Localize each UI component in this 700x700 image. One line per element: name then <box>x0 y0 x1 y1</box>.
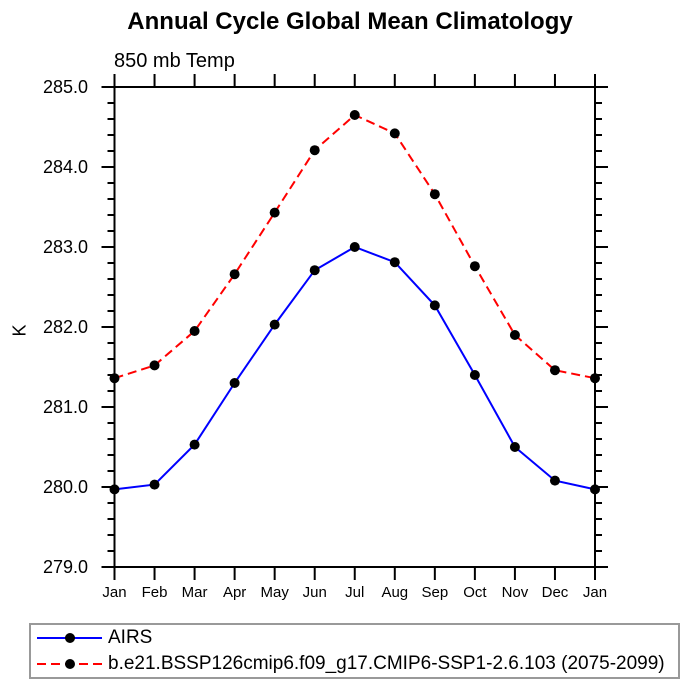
x-tick-label: Dec <box>542 584 569 601</box>
legend-line-sample <box>37 659 102 669</box>
data-point-marker <box>189 439 200 450</box>
legend-line-sample <box>37 633 102 643</box>
x-tick-label: Sep <box>421 584 448 601</box>
x-tick-label: Jan <box>102 584 126 601</box>
data-point-marker <box>309 265 320 276</box>
legend-item-model: b.e21.BSSP126cmip6.f09_g17.CMIP6-SSP1-2.… <box>31 651 678 677</box>
y-tick-label: 281.0 <box>43 397 88 417</box>
data-point-marker <box>309 145 320 156</box>
data-point-marker <box>429 189 440 200</box>
series-line-0 <box>114 245 596 491</box>
plot-area: 279.0 280.0 281.0 282.0 283.0 284.0 285.0 Jan Fe… <box>43 74 608 601</box>
y-tick-label: 284.0 <box>43 157 88 177</box>
legend-item-airs: AIRS <box>31 625 678 651</box>
x-tick-label: Jul <box>345 584 364 601</box>
x-tick-label: Mar <box>182 584 208 601</box>
data-point-marker <box>109 373 120 384</box>
x-tick-label: Aug <box>381 584 408 601</box>
data-point-marker <box>469 370 480 380</box>
legend-marker-icon <box>65 659 75 669</box>
data-point-marker <box>109 484 120 495</box>
data-point-marker <box>229 269 240 280</box>
data-point-marker <box>549 475 560 486</box>
data-point-marker <box>189 326 200 336</box>
y-tick-label: 279.0 <box>43 557 88 577</box>
y-tick-label: 282.0 <box>43 317 88 337</box>
x-tick-label: Feb <box>142 584 168 601</box>
x-tick-label: May <box>260 584 289 601</box>
data-point-marker <box>509 442 520 452</box>
data-point-marker <box>389 128 400 139</box>
x-tick-label: Nov <box>502 584 529 601</box>
y-tick-label: 280.0 <box>43 477 88 497</box>
data-point-marker <box>269 319 280 330</box>
data-point-marker <box>509 330 520 340</box>
x-tick-label: Apr <box>223 584 246 601</box>
y-tick-label: 285.0 <box>43 77 88 97</box>
legend-box: AIRS b.e21.BSSP126cmip6.f09_g17.CMIP6-SS… <box>29 623 680 679</box>
x-tick-label: Jan <box>583 584 607 601</box>
data-point-marker <box>389 257 400 268</box>
chart-subtitle: 850 mb Temp <box>114 50 235 72</box>
legend-label: AIRS <box>108 627 153 648</box>
x-tick-label: Oct <box>463 584 487 601</box>
data-point-marker <box>349 242 360 252</box>
data-point-marker <box>469 261 480 272</box>
x-tick-label: Jun <box>303 584 327 601</box>
data-point-marker <box>269 207 280 218</box>
data-point-marker <box>149 360 160 371</box>
data-point-marker <box>349 110 360 120</box>
data-point-marker <box>149 479 160 490</box>
plot-frame <box>113 86 596 568</box>
data-point-marker <box>229 378 240 388</box>
data-point-marker <box>590 484 600 495</box>
data-point-marker <box>590 373 600 384</box>
legend-label: b.e21.BSSP126cmip6.f09_g17.CMIP6-SSP1-2.… <box>108 653 665 674</box>
legend-marker-icon <box>65 633 75 643</box>
y-tick-label: 283.0 <box>43 237 88 257</box>
data-point-marker <box>429 300 440 311</box>
data-point-marker <box>549 365 560 376</box>
chart-title: Annual Cycle Global Mean Climatology <box>127 8 573 35</box>
